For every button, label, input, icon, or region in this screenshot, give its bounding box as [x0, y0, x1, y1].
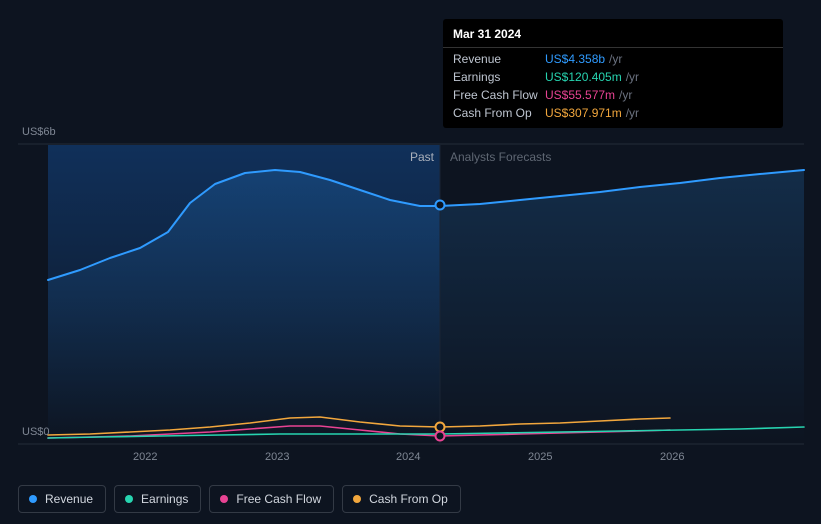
tooltip-row-label: Cash From Op [453, 107, 545, 119]
legend-item-label: Earnings [141, 492, 188, 506]
tooltip-row-unit: /yr [626, 71, 639, 83]
forecast-label: Analysts Forecasts [450, 150, 551, 164]
legend-item-cashFromOp[interactable]: Cash From Op [342, 485, 461, 513]
legend-dot-icon [29, 495, 37, 503]
legend-dot-icon [125, 495, 133, 503]
y-axis-label-zero: US$0 [22, 426, 50, 438]
tooltip-row-unit: /yr [619, 89, 632, 101]
x-axis-tick: 2024 [396, 451, 420, 463]
tooltip-row-value: US$55.577m [545, 89, 615, 101]
x-axis-tick: 2023 [265, 451, 289, 463]
legend-item-revenue[interactable]: Revenue [18, 485, 106, 513]
x-axis-tick: 2026 [660, 451, 684, 463]
legend-dot-icon [220, 495, 228, 503]
tooltip-row: Free Cash FlowUS$55.577m/yr [443, 86, 783, 104]
y-axis-label-max: US$6b [22, 126, 56, 138]
legend-item-label: Cash From Op [369, 492, 448, 506]
tooltip-row-label: Revenue [453, 53, 545, 65]
legend: Revenue Earnings Free Cash Flow Cash From O… [18, 485, 461, 513]
tooltip-date: Mar 31 2024 [443, 19, 783, 48]
legend-item-label: Free Cash Flow [236, 492, 321, 506]
tooltip-row-label: Earnings [453, 71, 545, 83]
legend-item-earnings[interactable]: Earnings [114, 485, 201, 513]
legend-item-label: Revenue [45, 492, 93, 506]
tooltip-row: RevenueUS$4.358b/yr [443, 50, 783, 68]
tooltip-row-unit: /yr [626, 107, 639, 119]
tooltip-row: EarningsUS$120.405m/yr [443, 68, 783, 86]
tooltip-row-unit: /yr [609, 53, 622, 65]
legend-dot-icon [353, 495, 361, 503]
tooltip-row-label: Free Cash Flow [453, 89, 545, 101]
legend-item-freeCashFlow[interactable]: Free Cash Flow [209, 485, 334, 513]
tooltip-row-value: US$120.405m [545, 71, 622, 83]
financial-chart: US$6b US$0 2022 2023 2024 2025 2026 Past Ana… [0, 0, 821, 524]
tooltip-row: Cash From OpUS$307.971m/yr [443, 104, 783, 122]
x-axis-tick: 2022 [133, 451, 157, 463]
data-tooltip: Mar 31 2024 RevenueUS$4.358b/yrEarningsU… [443, 19, 783, 128]
past-label: Past [410, 150, 434, 164]
tooltip-row-value: US$307.971m [545, 107, 622, 119]
x-axis-tick: 2025 [528, 451, 552, 463]
tooltip-row-value: US$4.358b [545, 53, 605, 65]
